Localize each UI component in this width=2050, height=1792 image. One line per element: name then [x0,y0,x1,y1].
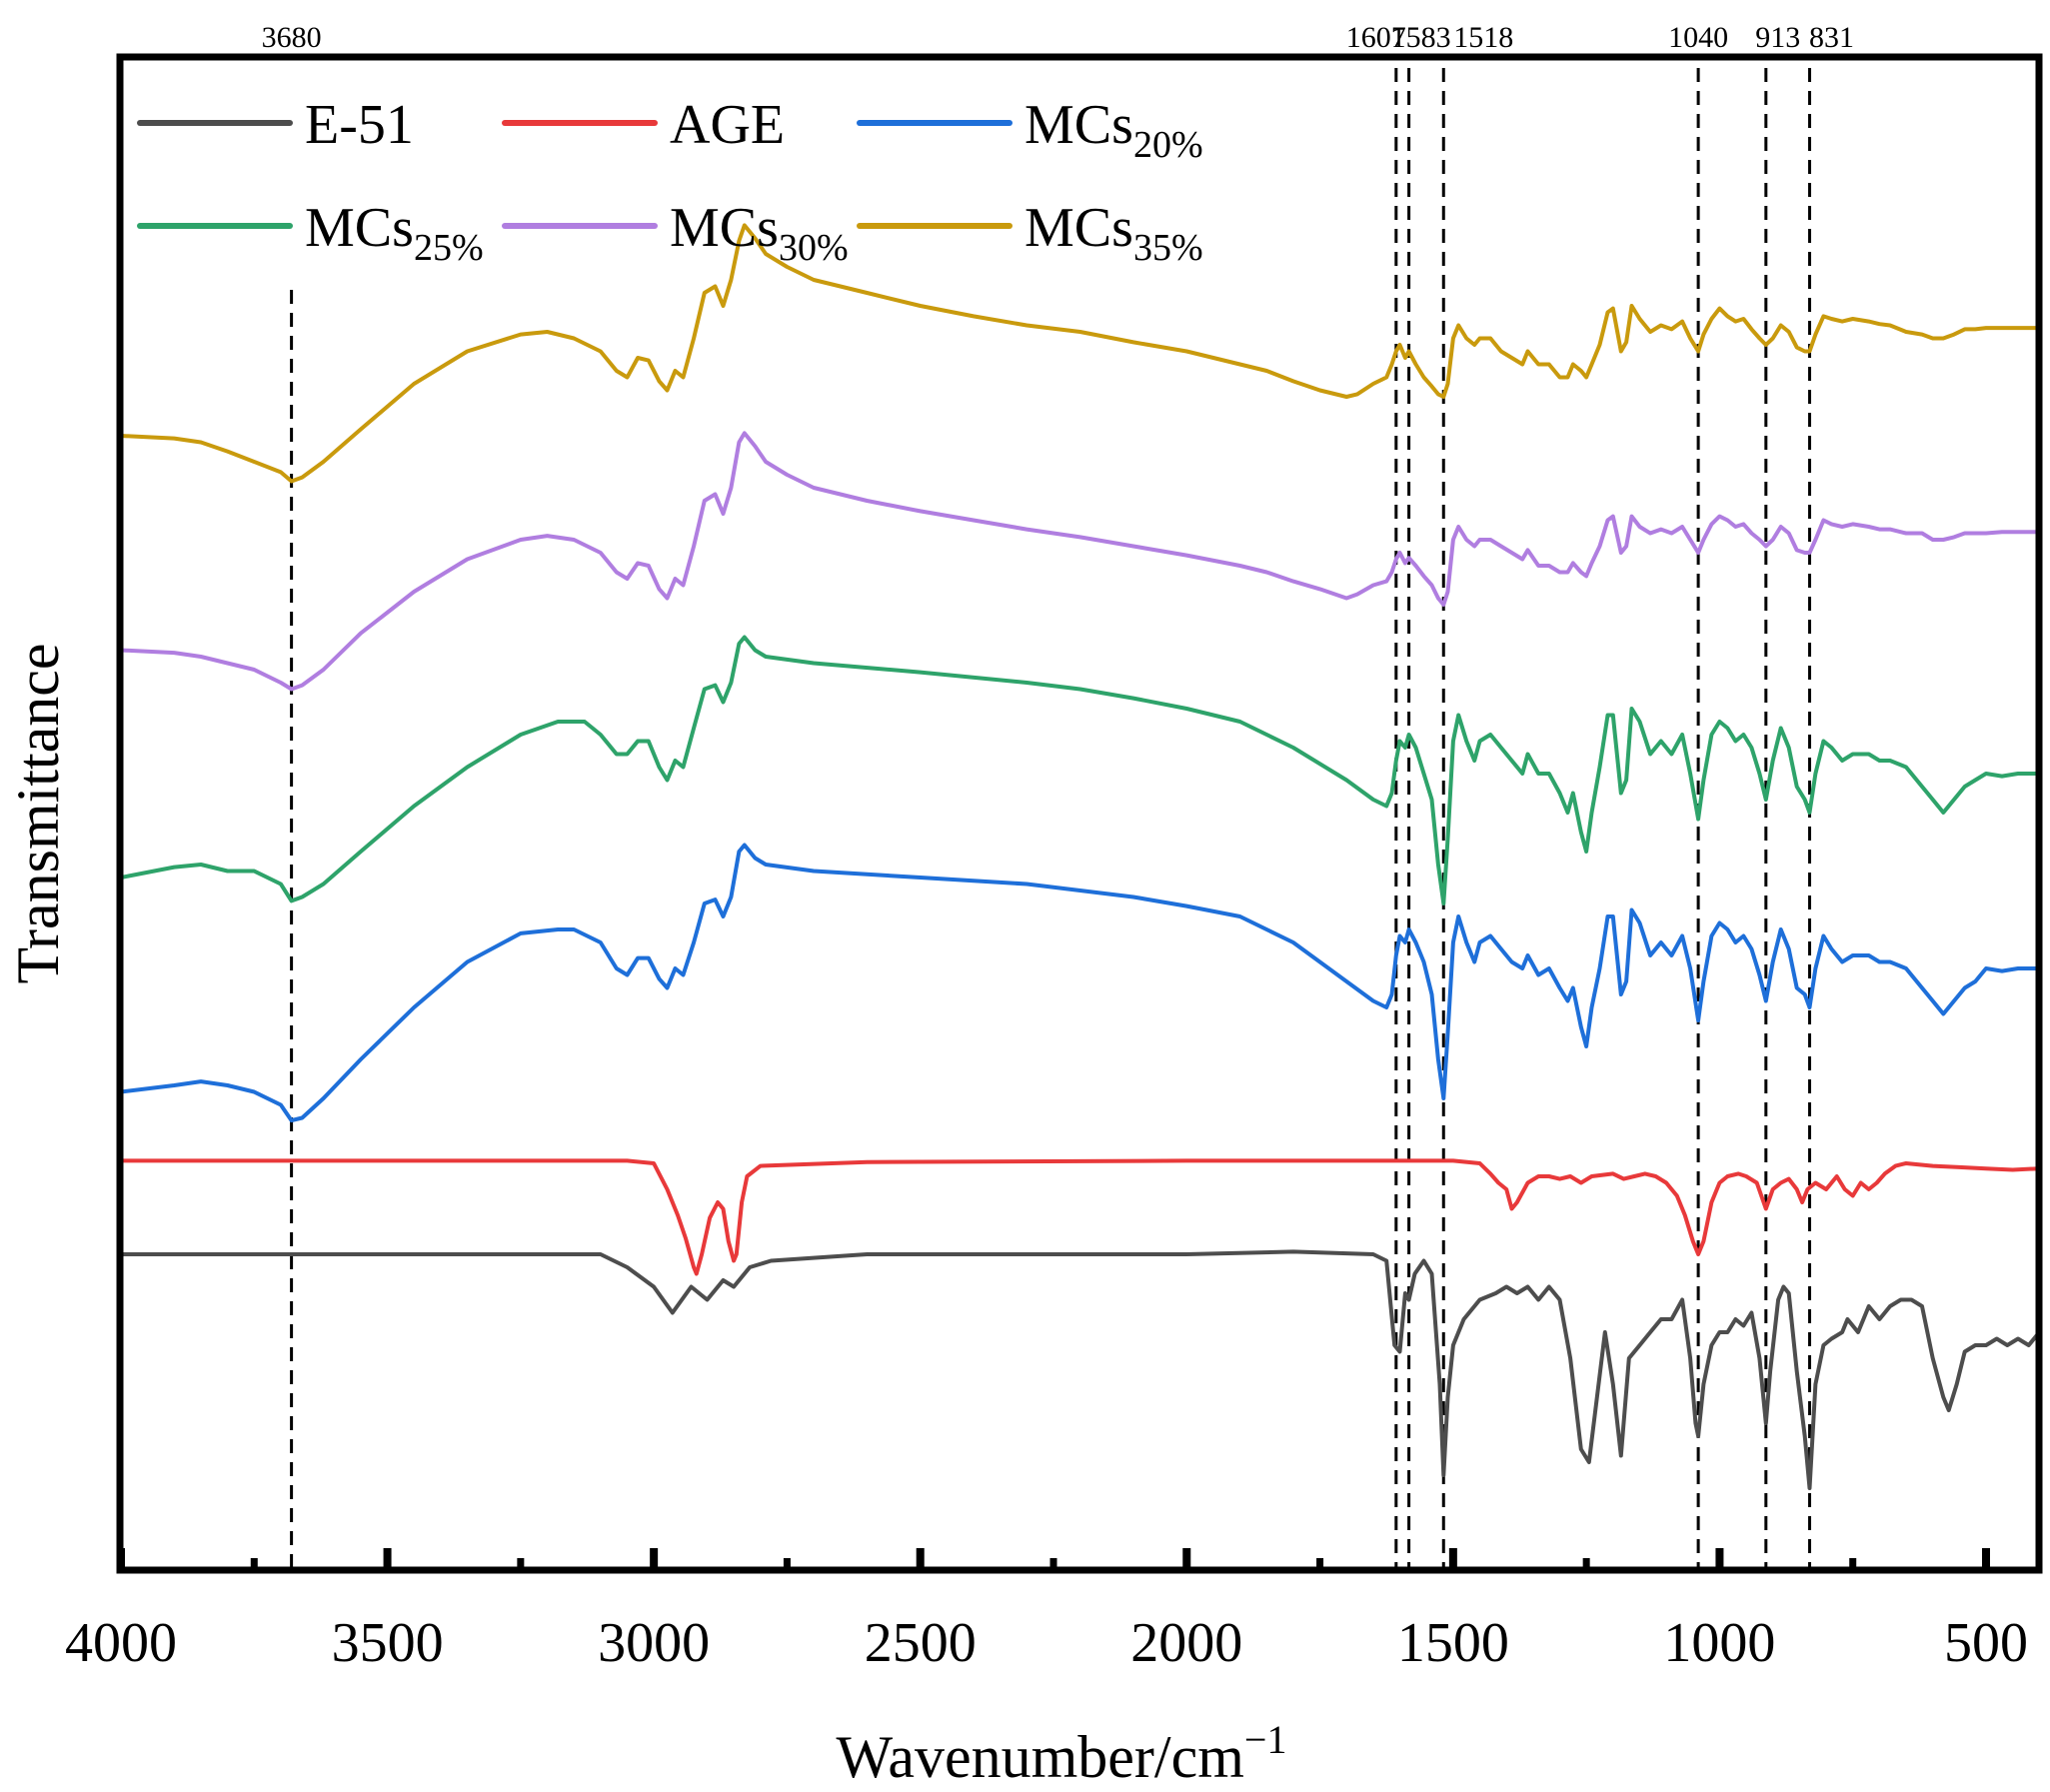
x-tick-label-3500: 3500 [332,1612,444,1674]
series-line-e-51 [119,1249,2042,1490]
x-tick-label-1000: 1000 [1663,1612,1775,1674]
x-tick-label-2000: 2000 [1130,1612,1242,1674]
series-line-mcs30pct [119,431,2042,692]
reference-label-1040: 1040 [1668,21,1728,54]
series-line-mcs35pct [119,223,2042,484]
legend-label-2: MCs20% [1025,94,1203,166]
reference-label-1583: 1583 [1391,21,1451,54]
legend-label-text: MCs [305,197,414,259]
legend-label-text: E-51 [305,94,414,156]
legend-label-subscript: 25% [414,227,484,269]
y-axis-title: Transmittance [5,643,71,983]
legend-label-text: MCs [1025,94,1133,156]
reference-lines [290,68,1812,1570]
x-tick-label-1500: 1500 [1397,1612,1509,1674]
x-tick-label-500: 500 [1944,1612,2028,1674]
x-axis-ticks: 4000 3500 3000 2500 2000 1500 1000 500 [65,1548,2028,1674]
x-tick-label-2500: 2500 [865,1612,977,1674]
x-tick-label-3000: 3000 [598,1612,710,1674]
legend-label-4: MCs30% [670,197,849,269]
reference-label-913: 913 [1755,21,1800,54]
legend-label-text: AGE [670,94,785,156]
legend-label-text: MCs [670,197,779,259]
reference-label-1518: 1518 [1453,21,1513,54]
legend-label-3: MCs25% [305,197,484,269]
x-axis-title-superscript: −1 [1244,1717,1287,1762]
legend-label-subscript: 30% [779,227,849,269]
plot-frame [116,53,2043,1574]
series-layer [119,223,2042,1490]
legend-label-1: AGE [670,94,785,156]
series-line-age [119,1158,2042,1276]
x-axis-title: Wavenumber/cm−1 [837,1717,1287,1790]
reference-label-3680: 3680 [262,21,322,54]
legend-label-0: E-51 [305,94,414,156]
legend: E-51 AGE MCs20%MCs25% MCs30% MCs35% [137,94,1203,269]
legend-label-subscript: 20% [1133,124,1203,166]
reference-label-831: 831 [1809,21,1854,54]
x-tick-label-4000: 4000 [65,1612,177,1674]
x-axis-title-text: Wavenumber/cm [837,1724,1244,1790]
legend-label-subscript: 35% [1133,227,1203,269]
reference-label-1607: 1607 [1346,21,1406,54]
series-line-mcs25pct [119,635,2042,905]
series-line-mcs20pct [119,843,2042,1123]
legend-label-text: MCs [1025,197,1133,259]
legend-label-5: MCs35% [1025,197,1203,269]
